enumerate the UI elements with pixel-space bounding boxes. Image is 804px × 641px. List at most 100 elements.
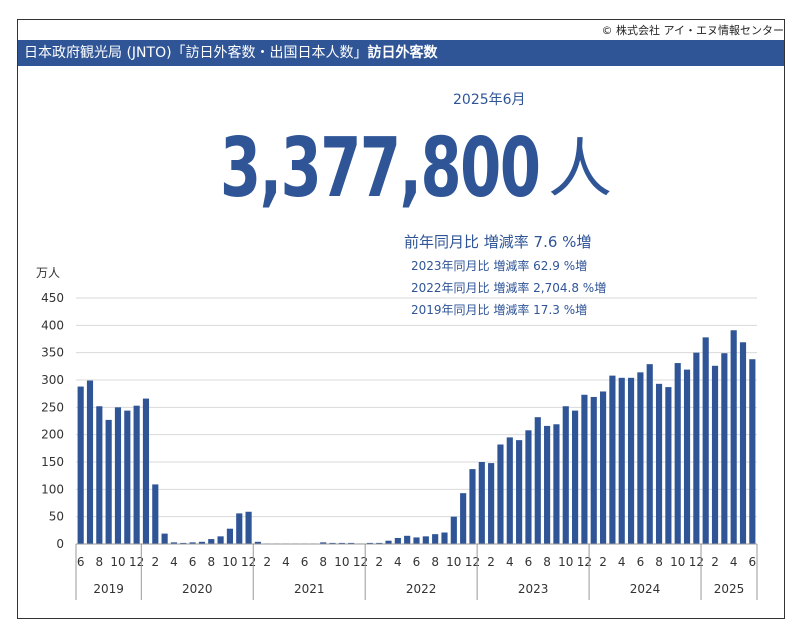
bar xyxy=(702,337,709,544)
x-tick-label: 12 xyxy=(353,555,368,569)
bar xyxy=(217,536,224,544)
bar xyxy=(516,440,523,544)
x-tick-label: 4 xyxy=(730,555,738,569)
bar xyxy=(198,541,206,544)
bar xyxy=(338,542,345,544)
x-tick-label: 2 xyxy=(263,555,271,569)
header-bar: 日本政府観光局 (JNTO)「訪日外客数・出国日本人数」訪日外客数 xyxy=(18,40,784,66)
year-label: 2022 xyxy=(406,582,437,596)
x-tick-label: 10 xyxy=(334,555,349,569)
bar xyxy=(572,410,579,544)
bar xyxy=(665,387,672,544)
bar xyxy=(170,542,178,544)
x-tick-label: 6 xyxy=(301,555,309,569)
bar xyxy=(245,511,252,544)
bar xyxy=(488,463,495,544)
x-tick-label: 8 xyxy=(431,555,439,569)
bar xyxy=(711,365,719,544)
x-tick-label: 6 xyxy=(413,555,421,569)
bar xyxy=(637,372,644,544)
year-label: 2025 xyxy=(714,582,745,596)
x-tick-label: 10 xyxy=(110,555,125,569)
bar xyxy=(562,406,569,544)
y-axis-label: 万人 xyxy=(36,266,60,280)
comparison-2023: 2023年同月比 増減率 62.9 %増 xyxy=(411,259,588,273)
bar xyxy=(86,380,94,544)
comparison-2019: 2019年同月比 増減率 17.3 %増 xyxy=(411,303,588,317)
bar xyxy=(432,534,439,544)
bar xyxy=(730,330,737,544)
x-tick-label: 8 xyxy=(96,555,104,569)
year-label: 2019 xyxy=(93,582,124,596)
bar xyxy=(506,437,513,544)
bar xyxy=(77,386,84,544)
bar xyxy=(189,542,196,544)
year-label: 2024 xyxy=(630,582,661,596)
x-tick-label: 12 xyxy=(241,555,256,569)
bar xyxy=(534,417,541,544)
bar xyxy=(105,419,112,544)
bar xyxy=(413,537,420,544)
bar xyxy=(96,406,103,544)
bar xyxy=(385,540,392,544)
x-tick-label: 2 xyxy=(599,555,607,569)
bar xyxy=(441,532,448,544)
bar xyxy=(544,425,551,544)
copyright-text: © 株式会社 アイ・エヌ情報センター xyxy=(601,24,784,37)
x-tick-label: 2 xyxy=(487,555,495,569)
headline-unit: 人 xyxy=(548,133,612,207)
x-tick-label: 10 xyxy=(670,555,685,569)
bar xyxy=(655,383,663,544)
bar xyxy=(161,533,168,544)
header-prefix: 日本政府観光局 (JNTO)「訪日外客数・出国日本人数」 xyxy=(24,45,368,61)
y-tick-label: 250 xyxy=(41,400,64,414)
y-tick-label: 450 xyxy=(41,291,64,305)
x-tick-label: 6 xyxy=(189,555,197,569)
yoy-rate: 前年同月比 増減率 7.6 %増 xyxy=(404,233,592,251)
y-tick-label: 200 xyxy=(41,428,64,442)
x-tick-label: 6 xyxy=(637,555,645,569)
x-tick-label: 10 xyxy=(558,555,573,569)
bar xyxy=(609,375,616,544)
bar xyxy=(553,424,560,544)
bar xyxy=(599,391,607,544)
bar xyxy=(469,469,476,544)
bar xyxy=(208,539,215,544)
y-tick-label: 400 xyxy=(41,318,64,332)
x-tick-label: 8 xyxy=(655,555,663,569)
bar xyxy=(627,377,635,544)
bar xyxy=(525,430,532,544)
bar xyxy=(478,462,485,544)
year-label: 2023 xyxy=(518,582,549,596)
bar xyxy=(226,528,234,544)
year-label: 2020 xyxy=(182,582,213,596)
bar xyxy=(590,396,597,544)
x-tick-label: 4 xyxy=(282,555,290,569)
y-tick-label: 300 xyxy=(41,373,64,387)
bar xyxy=(124,410,131,544)
bar xyxy=(749,359,756,544)
bar xyxy=(180,542,187,544)
header-title: 訪日外客数 xyxy=(367,45,438,61)
x-tick-label: 12 xyxy=(689,555,704,569)
bar xyxy=(450,516,457,544)
bar xyxy=(320,542,327,544)
bar xyxy=(142,398,150,544)
bar xyxy=(133,405,140,544)
bar xyxy=(422,536,429,544)
y-tick-label: 50 xyxy=(49,510,64,524)
y-tick-label: 0 xyxy=(56,537,64,551)
x-tick-label: 2 xyxy=(711,555,719,569)
y-tick-label: 150 xyxy=(41,455,64,469)
bar xyxy=(721,353,728,544)
year-label: 2021 xyxy=(294,582,325,596)
y-tick-label: 350 xyxy=(41,346,64,360)
x-tick-label: 6 xyxy=(525,555,533,569)
bar xyxy=(348,542,355,544)
bar xyxy=(683,369,691,544)
x-tick-label: 10 xyxy=(446,555,461,569)
x-tick-label: 4 xyxy=(618,555,626,569)
x-tick-label: 4 xyxy=(506,555,514,569)
x-tick-label: 4 xyxy=(170,555,178,569)
